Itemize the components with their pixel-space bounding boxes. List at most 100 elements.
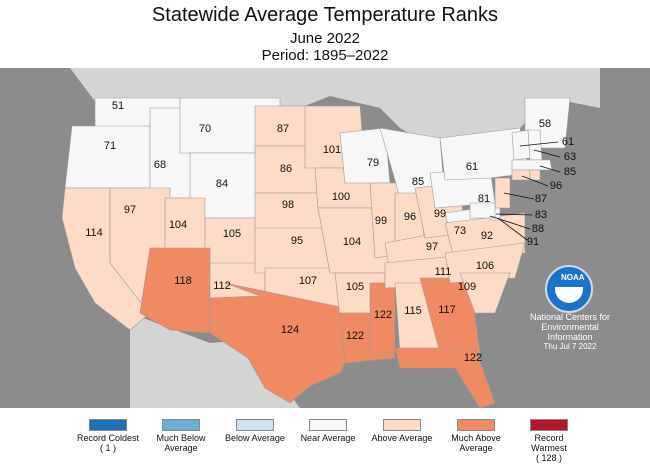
rank-label-nj: 87 [535, 193, 547, 205]
rank-label-nm: 112 [213, 280, 231, 292]
rank-label-ms: 122 [374, 309, 392, 321]
state-az [139, 247, 211, 334]
legend-above: Above Average [370, 419, 434, 443]
map-period: Period: 1895–2022 [261, 47, 389, 64]
rank-label-ut: 104 [169, 219, 187, 231]
legend-extra: ( 1 ) [99, 443, 116, 453]
rank-label-mt: 70 [199, 123, 211, 135]
leader-line-md [489, 215, 531, 230]
map-title: Statewide Average Temperature Ranks [151, 4, 499, 26]
rank-label-tn: 111 [435, 266, 452, 278]
rank-label-ca: 114 [85, 227, 103, 239]
ncei-line1: National Centers for [529, 312, 611, 322]
state-ct [511, 169, 531, 181]
ncei-line3: Information [547, 332, 593, 342]
leader-line-nj [503, 192, 535, 200]
state-rank-labels: 51 71 68 70 84 114 97 104 105 118 112 87 86 98 95 107 12… [85, 100, 576, 364]
rank-label-sc: 109 [458, 281, 476, 293]
state-ma [511, 159, 553, 171]
legend-below: Below Average [223, 419, 287, 443]
state-ri [529, 169, 541, 181]
legend-much-above: Much Above Average [444, 419, 508, 453]
rank-label-oh: 99 [434, 208, 446, 220]
rank-label-mi: 85 [412, 176, 424, 188]
rank-label-al: 115 [404, 305, 422, 317]
legend-swatch [89, 419, 127, 431]
state-sc [459, 272, 511, 314]
rank-label-de: 83 [535, 209, 547, 221]
legend-swatch [530, 419, 568, 431]
legend-much-below: Much Below Average [149, 419, 213, 453]
legend-label: Record Warmest [531, 433, 567, 453]
state-or [64, 125, 151, 189]
rank-label-mo: 104 [343, 236, 361, 248]
leader-line-nh [533, 149, 561, 158]
legend: Record Coldest ( 1 ) Much Below Average … [0, 419, 650, 475]
rank-label-me: 58 [539, 118, 551, 130]
legend-label: Record Coldest [76, 433, 140, 443]
legend-label: Near Average [300, 433, 356, 443]
rank-label-nv: 97 [124, 204, 136, 216]
rank-label-ne: 98 [282, 199, 294, 211]
rank-label-tx: 124 [281, 324, 299, 336]
rank-label-ri: 91 [527, 236, 539, 248]
rank-label-or: 71 [104, 140, 116, 152]
mexico-land [130, 313, 300, 408]
rank-label-il: 99 [375, 215, 387, 227]
rank-label-wv: 73 [454, 225, 466, 237]
ncei-credit: National Centers for Environmental Infor… [522, 312, 618, 352]
rank-label-nc: 106 [476, 260, 494, 272]
rank-label-va: 92 [481, 230, 493, 242]
legend-near: Near Average [296, 419, 360, 443]
rank-label-vt: 61 [562, 136, 574, 148]
leader-line-de [495, 213, 533, 216]
state-fl [394, 347, 496, 408]
rank-label-ma: 85 [564, 166, 576, 178]
noaa-logo-wave [555, 287, 583, 303]
legend-swatch [309, 419, 347, 431]
leader-line-ri [497, 217, 528, 241]
us-temperature-map: 51 71 68 70 84 114 97 104 105 118 112 87 86 98 95 107 12… [0, 68, 650, 408]
rank-label-ia: 100 [332, 191, 350, 203]
state-shapes [61, 97, 571, 408]
rank-label-md: 88 [532, 223, 544, 235]
rank-label-id: 68 [154, 159, 166, 171]
state-ny [439, 127, 531, 181]
map-subtitle: June 2022 [289, 30, 361, 47]
legend-swatch [383, 419, 421, 431]
rank-label-mn: 101 [323, 144, 341, 156]
legend-swatch [236, 419, 274, 431]
rank-label-in: 96 [404, 211, 416, 223]
legend-swatch [457, 419, 495, 431]
rank-label-wi: 79 [367, 157, 379, 169]
rank-label-sd: 86 [280, 163, 292, 175]
rank-label-wy: 84 [216, 178, 228, 190]
state-md [469, 202, 496, 219]
noaa-logo-text: NOAA [561, 273, 585, 282]
leader-line-ma [539, 165, 561, 173]
rank-label-nh: 63 [564, 151, 576, 163]
legend-extra: ( 128 ) [535, 453, 562, 463]
ncei-line2: Environmental [541, 322, 599, 332]
legend-label: Much Below Average [156, 433, 206, 453]
rank-label-ks: 95 [291, 235, 303, 247]
rank-label-az: 118 [174, 275, 192, 287]
rank-label-nd: 87 [277, 123, 289, 135]
legend-label: Below Average [225, 433, 285, 443]
rank-label-pa: 81 [478, 193, 490, 205]
legend-record-coldest: Record Coldest ( 1 ) [76, 419, 140, 453]
rank-label-ar: 105 [346, 281, 364, 293]
canada-land [70, 68, 600, 150]
noaa-logo: NOAA [545, 265, 593, 313]
legend-swatch [162, 419, 200, 431]
leader-line-vt [519, 141, 559, 147]
legend-record-warmest: Record Warmest ( 128 ) [517, 419, 581, 463]
rank-label-ny: 61 [466, 161, 478, 173]
rank-label-ga: 117 [438, 304, 456, 316]
state-nj [494, 177, 511, 209]
leader-lines [489, 141, 561, 241]
rank-label-fl: 122 [464, 352, 482, 364]
ncei-date: Thu Jul 7 2022 [543, 342, 597, 351]
rank-label-ct: 96 [550, 180, 562, 192]
legend-label: Above Average [371, 433, 433, 443]
